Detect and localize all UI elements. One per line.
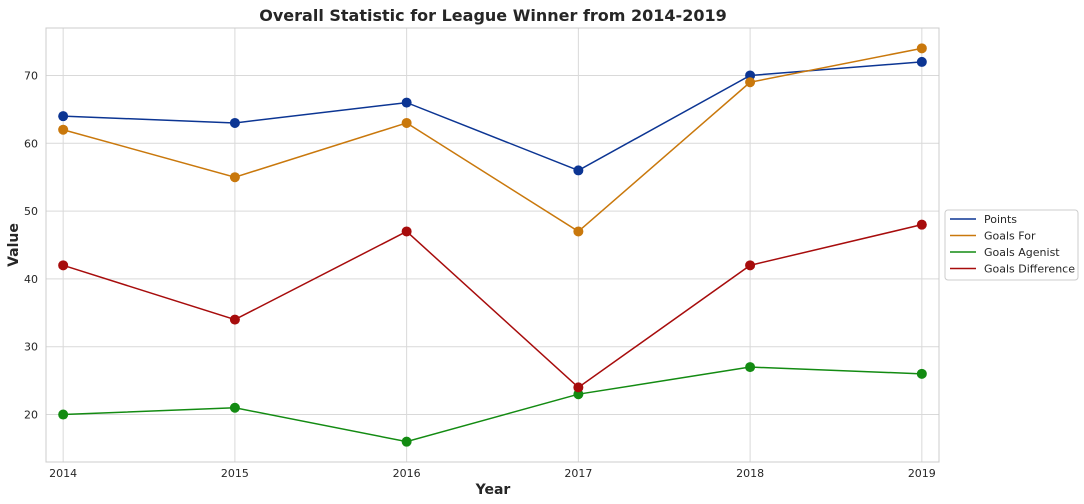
data-point	[229, 172, 240, 183]
legend-label: Goals For	[984, 230, 1036, 243]
series-points	[58, 56, 927, 176]
data-point	[573, 382, 584, 393]
legend: Points Goals For Goals Agenist Goals Differ…	[944, 209, 1079, 281]
x-tick-label: 2018	[736, 467, 764, 480]
x-tick-label: 2014	[49, 467, 77, 480]
series-layer	[58, 43, 927, 447]
plot-area	[45, 27, 940, 463]
data-point	[229, 117, 240, 128]
data-point	[573, 226, 584, 237]
data-point	[401, 97, 412, 108]
series-line	[63, 61, 922, 172]
data-point	[916, 368, 927, 379]
y-tick-label: 30	[24, 341, 38, 354]
series-line	[63, 366, 922, 443]
y-axis-ticks: 20 30 40 50 60 70	[24, 69, 38, 421]
data-point	[916, 56, 927, 67]
x-axis-ticks: 2014 2015 2016 2017 2018 2019	[49, 467, 936, 480]
data-point	[58, 409, 69, 420]
series-line	[62, 223, 922, 389]
data-point	[58, 111, 69, 122]
data-point	[58, 260, 69, 271]
series-goals-difference	[58, 219, 927, 393]
data-point	[229, 402, 240, 413]
legend-item: Points	[950, 213, 1017, 226]
legend-label: Goals Difference	[984, 263, 1075, 276]
series-goals-for	[58, 43, 927, 237]
x-axis-label: Year	[475, 482, 511, 498]
data-point	[573, 165, 584, 176]
data-point	[401, 226, 412, 237]
legend-label: Goals Agenist	[984, 246, 1060, 259]
y-tick-label: 40	[24, 273, 38, 286]
series-line	[62, 47, 922, 233]
y-tick-label: 20	[24, 409, 38, 422]
legend-label: Points	[984, 213, 1017, 226]
data-point	[745, 362, 756, 373]
data-point	[58, 124, 69, 135]
x-tick-label: 2015	[221, 467, 249, 480]
data-point	[401, 117, 412, 128]
data-point	[916, 219, 927, 230]
data-point	[916, 43, 927, 54]
x-tick-label: 2019	[908, 467, 936, 480]
series-goals-agenist	[58, 362, 927, 447]
data-point	[401, 436, 412, 447]
data-point	[745, 77, 756, 88]
y-axis-label: Value	[6, 223, 22, 267]
legend-item: Goals For	[950, 230, 1036, 243]
chart-title: Overall Statistic for League Winner from…	[259, 6, 726, 25]
grid	[46, 28, 939, 462]
x-tick-label: 2016	[393, 467, 421, 480]
y-tick-label: 60	[24, 137, 38, 150]
x-tick-label: 2017	[564, 467, 592, 480]
legend-item: Goals Agenist	[950, 246, 1060, 259]
y-tick-label: 50	[24, 205, 38, 218]
data-point	[745, 260, 756, 271]
y-tick-label: 70	[24, 69, 38, 82]
legend-box	[944, 209, 1079, 281]
data-point	[229, 314, 240, 325]
legend-item: Goals Difference	[950, 263, 1075, 276]
